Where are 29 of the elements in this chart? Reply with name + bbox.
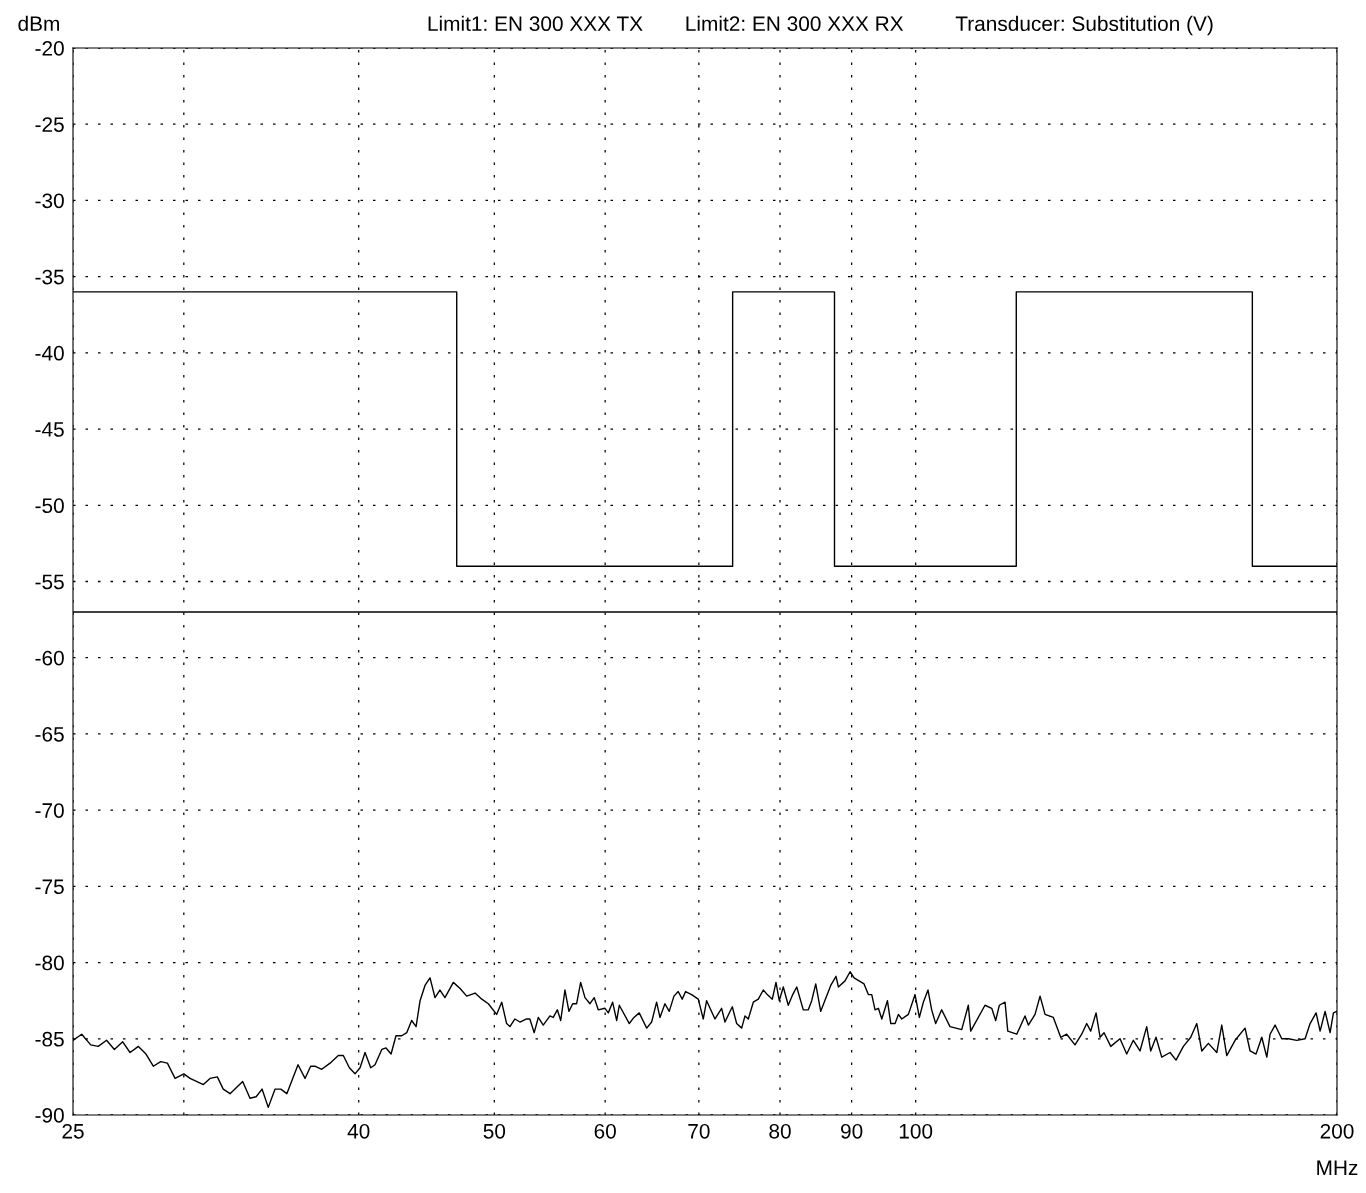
text: Transducer: Substitution (V) xyxy=(955,15,1213,36)
text: Limit1: EN 300 XXX TX xyxy=(428,15,643,32)
y-tick-label: -55 xyxy=(35,574,64,590)
x-tick-label: 25 xyxy=(62,1123,84,1139)
x-tick-label: 50 xyxy=(483,1123,506,1139)
y-tick-label: -30 xyxy=(35,193,64,209)
y-tick-label: -45 xyxy=(35,422,64,437)
x-axis-title: MHz xyxy=(1317,1160,1358,1175)
y-tick-label: -35 xyxy=(35,269,64,285)
y-tick-label: -20 xyxy=(35,41,64,56)
y-tick-label: -85 xyxy=(35,1031,64,1047)
y-tick-label: -60 xyxy=(35,650,64,666)
x-tick-label: 200 xyxy=(1320,1123,1354,1139)
y-axis-title: dBm xyxy=(18,15,59,32)
x-tick-label: 40 xyxy=(347,1123,370,1139)
y-tick-label: -70 xyxy=(35,803,64,818)
y-tick-label: -50 xyxy=(35,498,64,514)
x-tick-label: 90 xyxy=(841,1123,863,1139)
text: Limit2: EN 300 XXX RX xyxy=(686,15,904,32)
y-tick-label: -65 xyxy=(35,726,64,742)
y-tick-label: -25 xyxy=(35,117,64,132)
y-tick-label: -40 xyxy=(35,345,64,361)
y-tick-label: -90 xyxy=(35,1108,64,1123)
y-tick-label: -80 xyxy=(35,955,64,971)
x-tick-label: 70 xyxy=(688,1123,710,1139)
x-tick-label: 80 xyxy=(769,1123,791,1139)
x-tick-label: 100 xyxy=(899,1123,933,1139)
y-tick-label: -75 xyxy=(35,879,64,895)
x-tick-label: 60 xyxy=(594,1123,616,1139)
